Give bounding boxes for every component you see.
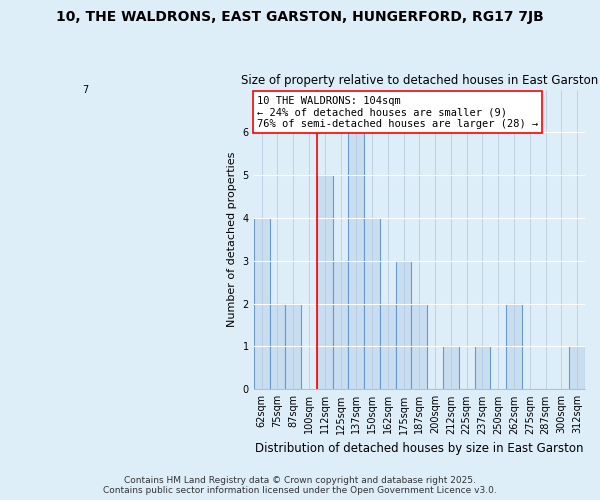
Bar xyxy=(380,304,396,390)
Text: 10, THE WALDRONS, EAST GARSTON, HUNGERFORD, RG17 7JB: 10, THE WALDRONS, EAST GARSTON, HUNGERFO… xyxy=(56,10,544,24)
Title: Size of property relative to detached houses in East Garston: Size of property relative to detached ho… xyxy=(241,74,598,87)
Y-axis label: Number of detached properties: Number of detached properties xyxy=(227,152,237,327)
Bar xyxy=(254,218,269,390)
Text: 7: 7 xyxy=(82,84,88,94)
Bar xyxy=(349,132,364,390)
Text: Contains HM Land Registry data © Crown copyright and database right 2025.
Contai: Contains HM Land Registry data © Crown c… xyxy=(103,476,497,495)
Text: 10 THE WALDRONS: 104sqm
← 24% of detached houses are smaller (9)
76% of semi-det: 10 THE WALDRONS: 104sqm ← 24% of detache… xyxy=(257,96,538,129)
Bar xyxy=(332,261,349,390)
Bar xyxy=(396,261,412,390)
Bar xyxy=(569,346,585,390)
Bar xyxy=(506,304,522,390)
Bar xyxy=(317,175,332,390)
Bar xyxy=(443,346,459,390)
Bar xyxy=(412,304,427,390)
Bar xyxy=(269,304,285,390)
Bar xyxy=(475,346,490,390)
Bar xyxy=(285,304,301,390)
Bar xyxy=(364,218,380,390)
X-axis label: Distribution of detached houses by size in East Garston: Distribution of detached houses by size … xyxy=(255,442,584,455)
